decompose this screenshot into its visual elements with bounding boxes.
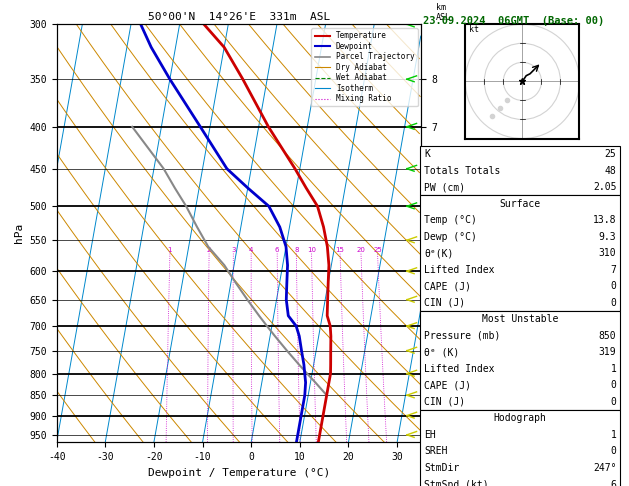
Text: Hodograph: Hodograph [494,414,547,423]
Text: 1: 1 [611,364,616,374]
Text: 10: 10 [307,247,316,253]
Text: Lifted Index: Lifted Index [424,364,494,374]
Text: 8: 8 [294,247,299,253]
Text: 0: 0 [611,281,616,291]
Text: Lifted Index: Lifted Index [424,265,494,275]
Text: StmSpd (kt): StmSpd (kt) [424,480,489,486]
Text: Surface: Surface [499,199,541,208]
Text: Pressure (mb): Pressure (mb) [424,331,500,341]
Text: 6: 6 [611,480,616,486]
Text: Temp (°C): Temp (°C) [424,215,477,225]
Text: SREH: SREH [424,447,447,456]
Text: 3: 3 [231,247,236,253]
Text: Totals Totals: Totals Totals [424,166,500,175]
Text: Most Unstable: Most Unstable [482,314,559,324]
Text: 0: 0 [611,447,616,456]
Text: 15: 15 [336,247,345,253]
Text: 310: 310 [599,248,616,258]
Text: 7: 7 [611,265,616,275]
Y-axis label: Mixing Ratio (g/kg): Mixing Ratio (g/kg) [443,177,454,289]
Text: 4: 4 [249,247,253,253]
Text: CAPE (J): CAPE (J) [424,281,471,291]
Text: PW (cm): PW (cm) [424,182,465,192]
Text: CIN (J): CIN (J) [424,298,465,308]
Text: 2: 2 [207,247,211,253]
Text: LCL: LCL [423,419,438,428]
Legend: Temperature, Dewpoint, Parcel Trajectory, Dry Adiabat, Wet Adiabat, Isotherm, Mi: Temperature, Dewpoint, Parcel Trajectory… [311,28,418,106]
Text: 0: 0 [611,381,616,390]
Text: 25: 25 [373,247,382,253]
Text: © weatheronline.co.uk: © weatheronline.co.uk [468,468,572,477]
Text: 20: 20 [357,247,365,253]
Text: 9.3: 9.3 [599,232,616,242]
Text: 48: 48 [604,166,616,175]
Text: 1: 1 [168,247,172,253]
Text: 850: 850 [599,331,616,341]
Text: 23.09.2024  06GMT  (Base: 00): 23.09.2024 06GMT (Base: 00) [423,16,604,26]
Text: StmDir: StmDir [424,463,459,473]
X-axis label: Dewpoint / Temperature (°C): Dewpoint / Temperature (°C) [148,468,330,478]
Y-axis label: hPa: hPa [14,223,24,243]
Text: θᵉ(K): θᵉ(K) [424,248,454,258]
Text: 25: 25 [604,149,616,159]
Text: km
ASL: km ASL [436,3,451,22]
Text: K: K [424,149,430,159]
Text: Dewp (°C): Dewp (°C) [424,232,477,242]
Text: CAPE (J): CAPE (J) [424,381,471,390]
Text: 6: 6 [275,247,279,253]
Text: CIN (J): CIN (J) [424,397,465,407]
Text: 0: 0 [611,298,616,308]
Title: 50°00'N  14°26'E  331m  ASL: 50°00'N 14°26'E 331m ASL [148,12,330,22]
Text: 13.8: 13.8 [593,215,616,225]
Text: 2.05: 2.05 [593,182,616,192]
Text: θᵉ (K): θᵉ (K) [424,347,459,357]
Text: 1: 1 [611,430,616,440]
Text: 319: 319 [599,347,616,357]
Text: kt: kt [469,25,479,34]
Text: 247°: 247° [593,463,616,473]
Text: EH: EH [424,430,436,440]
Text: 0: 0 [611,397,616,407]
